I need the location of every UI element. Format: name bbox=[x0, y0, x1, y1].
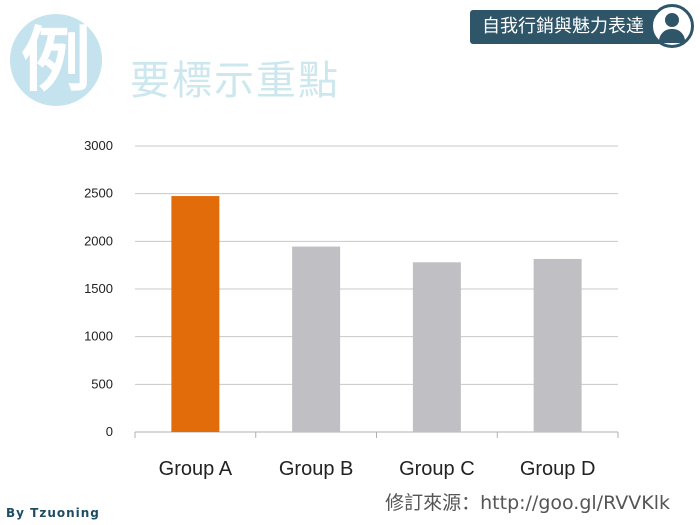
y-tick-label: 2000 bbox=[84, 233, 113, 248]
source-citation: 修訂來源：http://goo.gl/RVVKlk bbox=[385, 492, 670, 514]
category-label: Group C bbox=[399, 458, 475, 480]
badge-char: 例 bbox=[21, 19, 91, 101]
y-tick-label: 500 bbox=[91, 376, 113, 391]
y-tick-label: 2500 bbox=[84, 186, 113, 201]
category-label: Group D bbox=[520, 458, 596, 480]
bar bbox=[412, 262, 461, 432]
y-tick-label: 1500 bbox=[84, 281, 113, 296]
y-tick-label: 0 bbox=[106, 424, 113, 439]
example-badge: 例 bbox=[10, 14, 102, 106]
bar bbox=[171, 196, 220, 432]
y-tick-label: 3000 bbox=[84, 138, 113, 153]
slide-title: 要標示重點 bbox=[130, 58, 340, 104]
bar bbox=[533, 258, 582, 432]
topic-tag-text: 自我行銷與魅力表達 bbox=[482, 16, 644, 37]
y-tick-label: 1000 bbox=[84, 329, 113, 344]
bar bbox=[292, 246, 341, 432]
topic-tag: 自我行銷與魅力表達 bbox=[470, 4, 694, 48]
category-label: Group A bbox=[159, 458, 233, 480]
category-label: Group B bbox=[279, 458, 353, 480]
person-icon bbox=[650, 4, 694, 48]
watermark: By Tzuoning bbox=[6, 506, 100, 520]
